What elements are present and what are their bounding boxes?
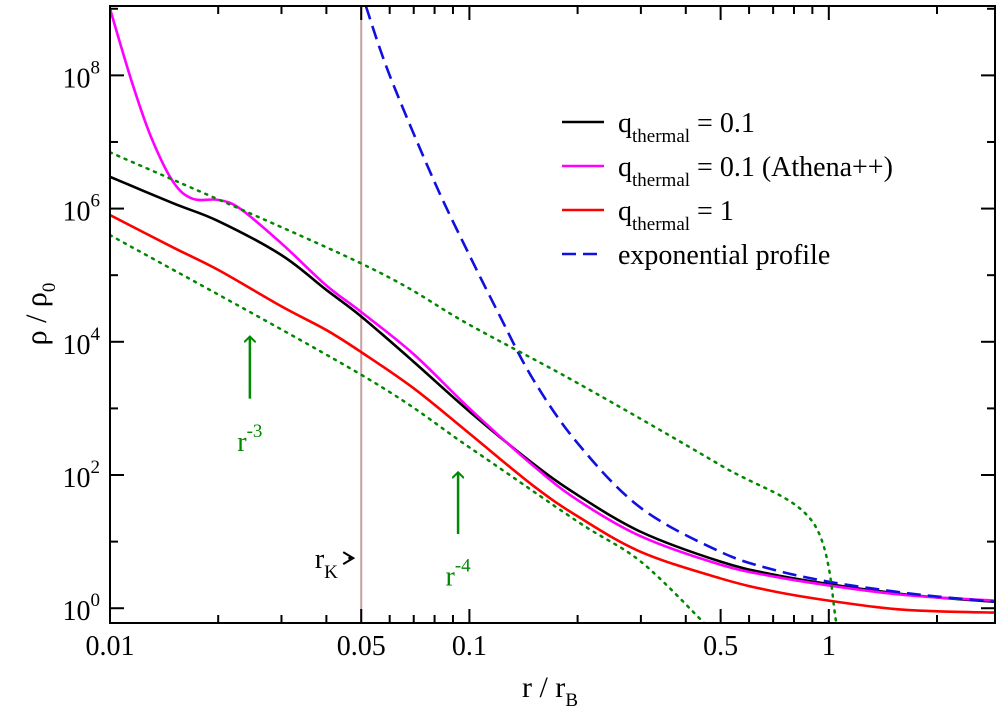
legend-label-0: qthermal = 0.1 xyxy=(618,108,755,147)
legend-label-2: qthermal = 1 xyxy=(618,196,734,235)
y-tick-label: 104 xyxy=(63,324,101,361)
axis-layer: 0.01 0.05 0.1 0.5 1 100 102 104 106 108 xyxy=(63,5,996,662)
legend-label-1: qthermal = 0.1 (Athena++) xyxy=(618,152,893,191)
y-tick-label: 106 xyxy=(63,191,101,228)
legend-item-1: qthermal = 0.1 (Athena++) xyxy=(562,152,893,191)
annotation-r-k: rK xyxy=(315,544,356,583)
legend-label-3: exponential profile xyxy=(618,240,830,271)
y-tick-label: 100 xyxy=(63,590,101,627)
series-line-3 xyxy=(364,6,995,604)
annotation-r-minus-3: r-3 xyxy=(237,337,262,458)
legend: qthermal = 0.1 qthermal = 0.1 (Athena++) q… xyxy=(562,108,893,271)
x-axis-label: r / rB xyxy=(522,671,578,709)
legend-item-0: qthermal = 0.1 xyxy=(562,108,755,147)
x-tick-label: 0.5 xyxy=(703,631,738,662)
legend-item-2: qthermal = 1 xyxy=(562,196,734,235)
y-axis-label: ρ / ρ0 xyxy=(20,283,60,346)
y-tick-label: 108 xyxy=(63,57,101,94)
x-tick-label: 0.01 xyxy=(86,631,135,662)
r-k-label: rK xyxy=(315,544,338,583)
r-minus-3-label: r-3 xyxy=(237,421,262,458)
series-line-4 xyxy=(110,151,838,623)
series-line-0 xyxy=(110,175,995,604)
plot-frame xyxy=(109,5,996,624)
y-tick-label: 102 xyxy=(63,457,101,494)
x-tick-label: 0.1 xyxy=(452,631,487,662)
series-layer xyxy=(110,6,995,623)
series-line-2 xyxy=(110,213,995,614)
annotation-layer: r-3 r-4 rK xyxy=(237,337,472,592)
legend-item-3: exponential profile xyxy=(562,240,830,271)
annotation-r-minus-4: r-4 xyxy=(446,472,472,592)
series-line-5 xyxy=(110,233,706,623)
r-minus-4-label: r-4 xyxy=(446,555,472,592)
series-line-1 xyxy=(110,8,995,602)
x-tick-label: 0.05 xyxy=(337,631,386,662)
x-tick-label: 1 xyxy=(822,631,836,662)
